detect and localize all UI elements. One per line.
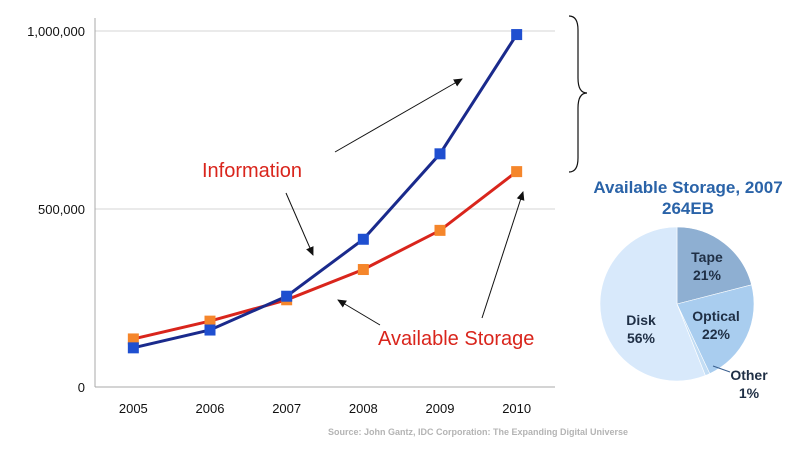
other-leader-line bbox=[712, 365, 731, 373]
point-storage-2006 bbox=[204, 315, 216, 327]
pie-pct-other: 1% bbox=[739, 385, 760, 401]
pie-slice-disk bbox=[599, 226, 706, 382]
pie-label-optical: Optical bbox=[692, 308, 739, 324]
arrow-to-storage-curve bbox=[337, 299, 381, 326]
point-information-2009 bbox=[434, 148, 446, 160]
available-storage-label: Available Storage bbox=[378, 328, 534, 350]
x-tick-label: 2006 bbox=[196, 401, 225, 416]
information-label: Information bbox=[202, 160, 302, 182]
pie-slice-tape bbox=[676, 226, 752, 305]
x-tick-label: 2009 bbox=[426, 401, 455, 416]
point-storage-2008 bbox=[357, 264, 369, 276]
x-tick-labels: 2005 2006 2007 2008 2009 2010 bbox=[119, 401, 531, 416]
y-tick-label: 0 bbox=[78, 380, 85, 395]
pie-title: Available Storage, 2007 bbox=[593, 178, 782, 197]
source-caption: Source: John Gantz, IDC Corporation: The… bbox=[328, 427, 628, 437]
pie-chart bbox=[599, 226, 755, 382]
pie-slice-optical bbox=[676, 284, 755, 375]
point-information-2008 bbox=[357, 233, 369, 245]
pie-pct-tape: 21% bbox=[693, 267, 722, 283]
arrow-to-information-curve bbox=[285, 192, 314, 256]
point-storage-2009 bbox=[434, 224, 446, 236]
x-tick-label: 2005 bbox=[119, 401, 148, 416]
point-information-2005 bbox=[127, 342, 139, 354]
series-markers bbox=[127, 29, 523, 354]
series-line-information bbox=[132, 33, 518, 350]
curly-brace bbox=[568, 15, 588, 173]
arrow-to-storage-end bbox=[481, 191, 525, 319]
point-storage-2010 bbox=[511, 166, 523, 178]
pie-label-other: Other bbox=[730, 367, 768, 383]
point-storage-2005 bbox=[127, 333, 139, 345]
pie-label-tape: Tape bbox=[691, 249, 723, 265]
y-tick-label: 500,000 bbox=[38, 202, 85, 217]
y-tick-label: 1,000,000 bbox=[27, 24, 85, 39]
x-tick-label: 2007 bbox=[272, 401, 301, 416]
x-tick-label: 2008 bbox=[349, 401, 378, 416]
point-information-2010 bbox=[511, 29, 523, 41]
pie-label-disk: Disk bbox=[626, 312, 656, 328]
point-information-2006 bbox=[204, 324, 216, 336]
arrow-to-information-line bbox=[334, 78, 463, 153]
x-tick-label: 2010 bbox=[502, 401, 531, 416]
series-line-storage bbox=[132, 170, 518, 341]
pie-pct-optical: 22% bbox=[702, 326, 731, 342]
series-lines bbox=[132, 33, 518, 350]
point-information-2007 bbox=[281, 290, 293, 302]
pie-pct-disk: 56% bbox=[627, 330, 656, 346]
pie-subtitle: 264EB bbox=[662, 199, 714, 218]
gridlines bbox=[95, 30, 555, 210]
y-tick-labels: 0 500,000 1,000,000 bbox=[27, 24, 85, 395]
